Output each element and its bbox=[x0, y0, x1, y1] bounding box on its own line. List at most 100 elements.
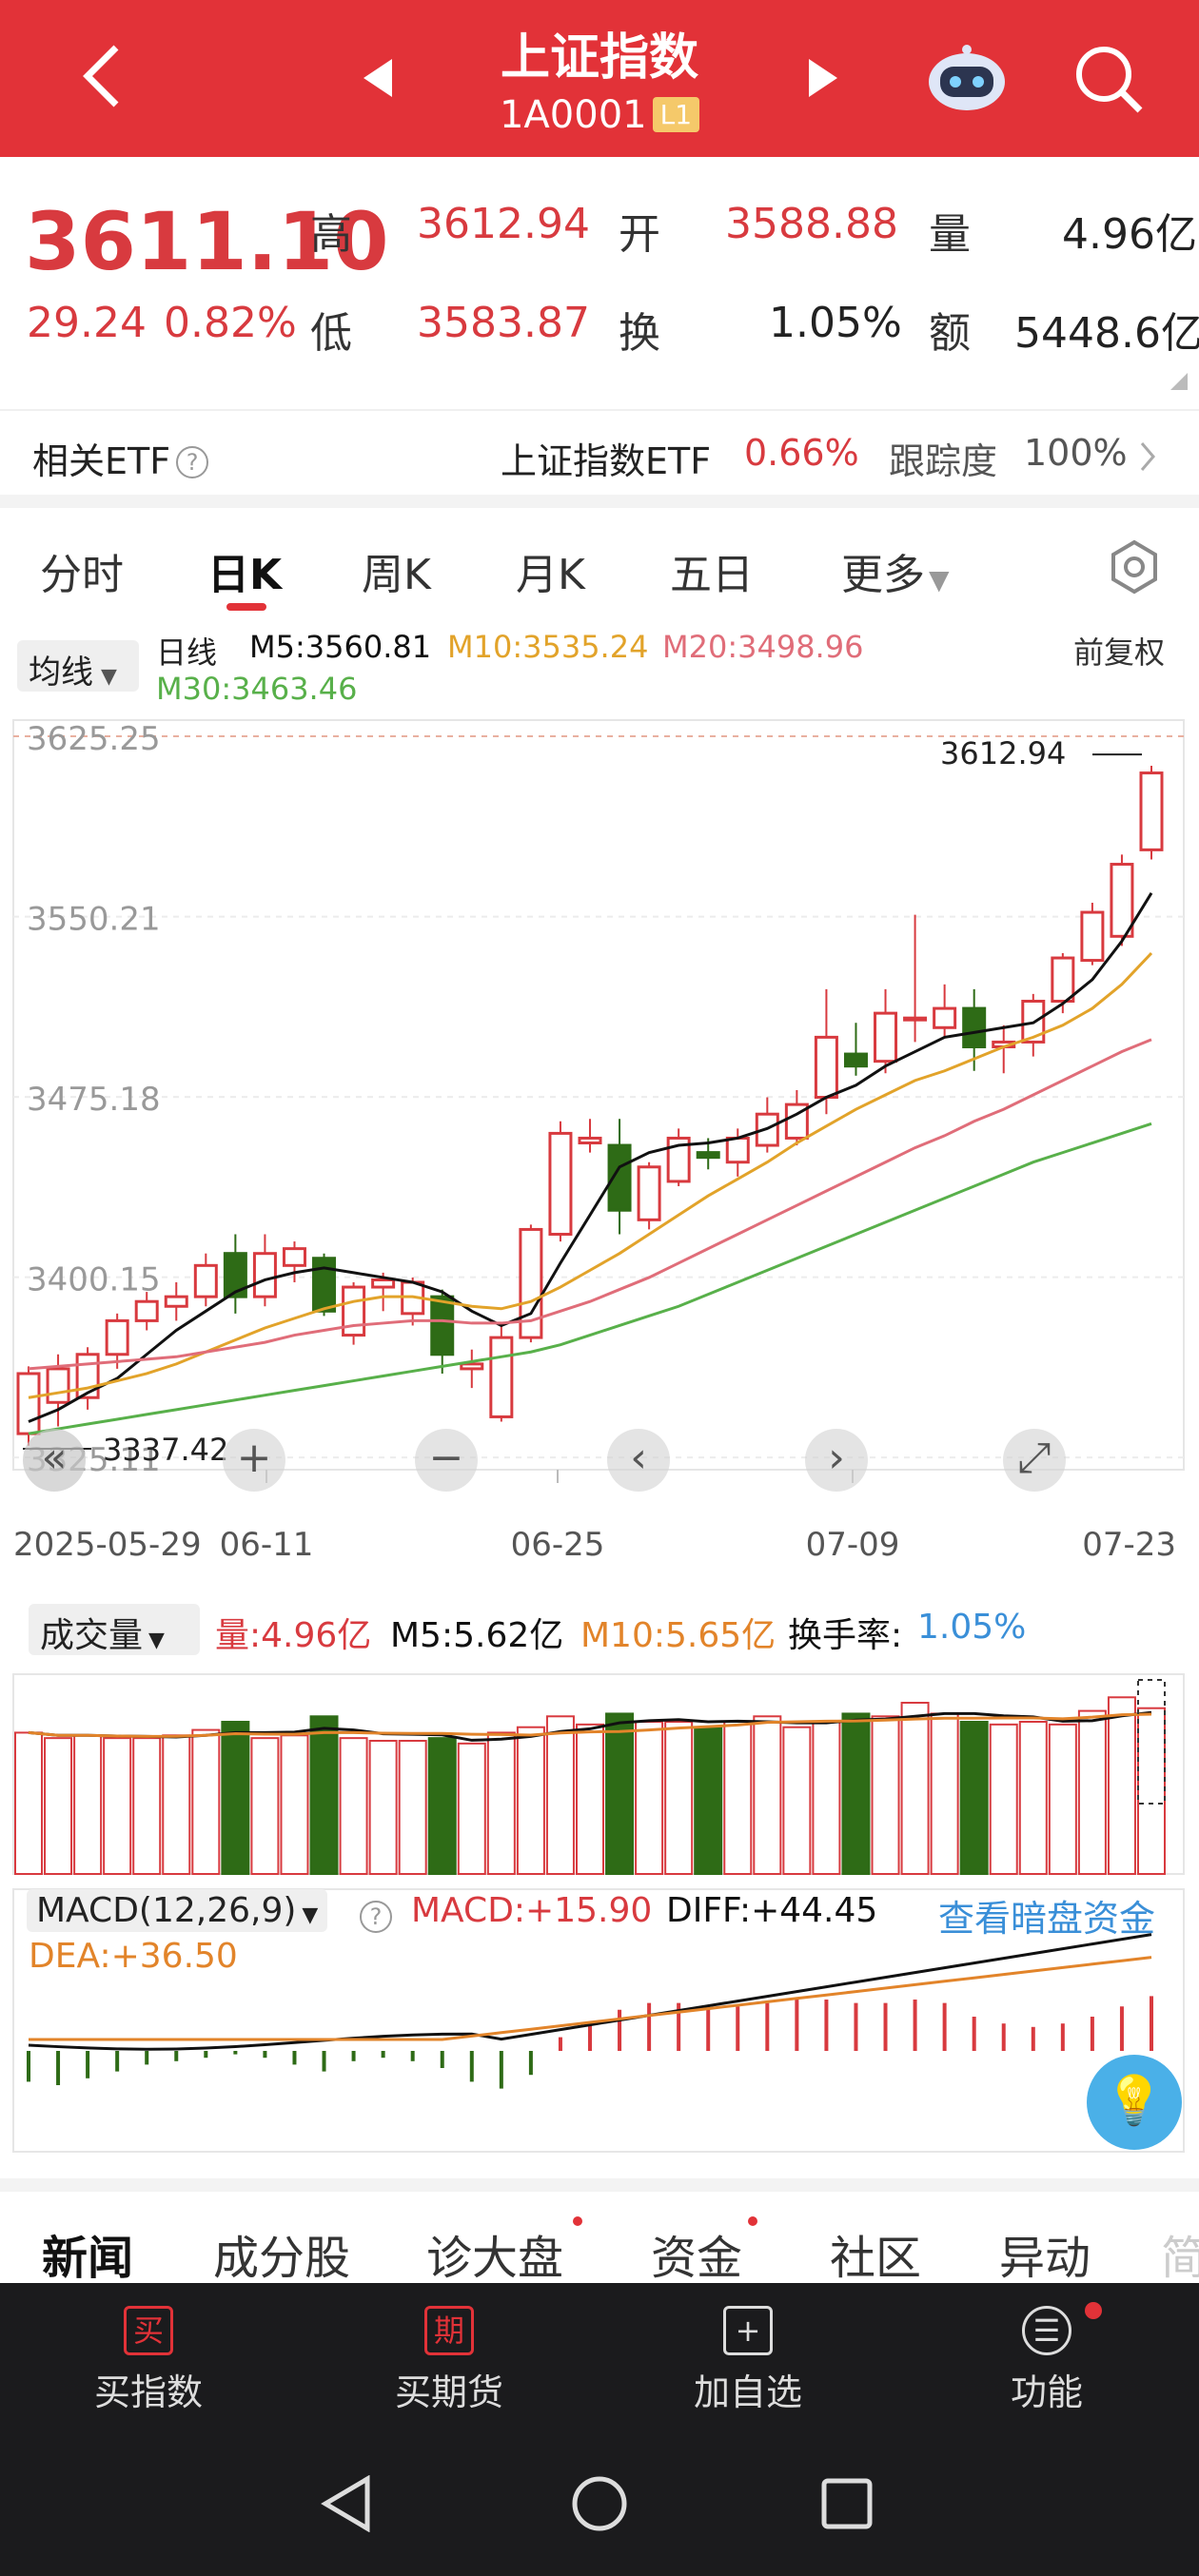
tab-monthly-k[interactable]: 月K bbox=[516, 551, 585, 599]
high-label: 高 bbox=[310, 210, 352, 259]
scroll-left-button[interactable]: ‹ bbox=[607, 1429, 670, 1492]
macd-value: MACD:+15.90 bbox=[411, 1891, 653, 1930]
search-icon[interactable] bbox=[1070, 40, 1146, 116]
help-icon[interactable]: ? bbox=[176, 446, 209, 478]
fullscreen-button[interactable]: ⤢ bbox=[1003, 1429, 1066, 1492]
candle-body bbox=[193, 1263, 218, 1298]
volume-bar bbox=[1077, 1709, 1107, 1876]
volume-bar bbox=[841, 1712, 871, 1875]
tab-five-day[interactable]: 五日 bbox=[670, 551, 754, 599]
nav-back-icon[interactable] bbox=[320, 2475, 373, 2532]
period-label: 日线 bbox=[156, 634, 218, 671]
tab-weekly-k[interactable]: 周K bbox=[362, 551, 431, 599]
low-label: 低 bbox=[310, 309, 352, 358]
tab-community[interactable]: 社区 bbox=[830, 2232, 922, 2285]
dark-pool-link[interactable]: 查看暗盘资金 bbox=[938, 1898, 1156, 1940]
candle-body bbox=[843, 1052, 868, 1068]
volume-bar bbox=[959, 1721, 989, 1875]
volume-bar bbox=[221, 1721, 250, 1875]
indicator-selector[interactable]: 均线 ▼ bbox=[17, 640, 139, 692]
candle-body bbox=[430, 1295, 455, 1356]
tab-intraday[interactable]: 分时 bbox=[40, 551, 124, 599]
dropdown-icon: ▼ bbox=[302, 1903, 319, 1927]
candlestick-chart[interactable]: 3625.253550.213475.183400.153325.113612.… bbox=[0, 709, 1199, 1603]
back-arrow-icon[interactable] bbox=[67, 38, 143, 114]
candle-body bbox=[342, 1285, 366, 1337]
tab-anomaly[interactable]: 异动 bbox=[999, 2232, 1091, 2285]
ai-assistant-icon[interactable] bbox=[925, 40, 1009, 116]
open-label: 开 bbox=[619, 210, 660, 259]
period-tabs: 分时 日K 周K 月K 五日 更多 ▼ bbox=[0, 533, 1199, 611]
tab-diagnosis[interactable]: 诊大盘 bbox=[426, 2232, 564, 2285]
candle-body bbox=[666, 1136, 691, 1183]
ma10-value: M10:3535.24 bbox=[447, 629, 649, 665]
volume-bar bbox=[576, 1723, 604, 1875]
buy-index-button[interactable]: 买 买指数 bbox=[44, 2306, 253, 2415]
turnover-rate-label: 换手率: bbox=[788, 1616, 903, 1655]
nav-recents-icon[interactable] bbox=[820, 2477, 874, 2530]
tab-funds[interactable]: 资金 bbox=[651, 2232, 743, 2285]
candle-body bbox=[607, 1143, 632, 1212]
settings-icon[interactable] bbox=[1106, 538, 1163, 595]
candle-body bbox=[1080, 910, 1105, 963]
turnover-label: 换 bbox=[619, 309, 660, 358]
related-etf-row[interactable]: 相关ETF? 上证指数ETF 0.66% 跟踪度 100% bbox=[0, 409, 1199, 495]
candle-body bbox=[637, 1165, 661, 1221]
zoom-out-button[interactable]: − bbox=[415, 1429, 478, 1492]
volume-macd-chart[interactable] bbox=[0, 1661, 1199, 2156]
tab-news[interactable]: 新闻 bbox=[42, 2232, 134, 2285]
previous-stock-icon[interactable] bbox=[362, 59, 394, 97]
buy-futures-button[interactable]: 期 买期货 bbox=[344, 2306, 554, 2415]
volume-selector[interactable]: 成交量 ▼ bbox=[29, 1604, 200, 1655]
add-watchlist-button[interactable]: + 加自选 bbox=[643, 2306, 853, 2415]
expand-corner-icon[interactable] bbox=[1170, 373, 1188, 390]
menu-icon: ☰ bbox=[1022, 2306, 1071, 2355]
nav-home-icon[interactable] bbox=[571, 2475, 628, 2532]
macd-help-icon[interactable]: ? bbox=[360, 1901, 392, 1933]
volume-current: 量:4.96亿 bbox=[215, 1616, 372, 1655]
dea-value: DEA:+36.50 bbox=[29, 1937, 238, 1976]
turnover-value: 1.05% bbox=[769, 299, 902, 347]
next-stock-icon[interactable] bbox=[807, 59, 839, 97]
ma-line-m10 bbox=[28, 951, 1153, 1399]
ma-legend: 均线 ▼ 日线 M5:3560.81 M10:3535.24 M20:3498.9… bbox=[0, 623, 1199, 709]
high-value: 3612.94 bbox=[417, 200, 590, 248]
tab-more[interactable]: 更多 ▼ bbox=[841, 551, 950, 599]
level-badge: L1 bbox=[652, 97, 700, 132]
functions-button[interactable]: ☰ 功能 bbox=[942, 2306, 1151, 2415]
buy-futures-label: 买期货 bbox=[394, 2371, 503, 2413]
candle-body bbox=[16, 1372, 41, 1435]
volume-bar bbox=[1107, 1696, 1136, 1875]
volume-bar bbox=[723, 1721, 753, 1875]
tab-daily-k[interactable]: 日K bbox=[207, 551, 283, 599]
y-tick-label: 3550.21 bbox=[27, 901, 161, 939]
candle-body bbox=[371, 1278, 396, 1289]
volume-bar bbox=[900, 1702, 930, 1875]
volume-m5: M5:5.62亿 bbox=[390, 1616, 564, 1655]
volume-bar bbox=[930, 1712, 959, 1875]
dropdown-icon: ▼ bbox=[148, 1629, 165, 1652]
active-tab-indicator bbox=[226, 603, 266, 611]
volume-bar bbox=[162, 1734, 191, 1875]
zoom-in-button[interactable]: + bbox=[223, 1429, 285, 1492]
volume-bar bbox=[73, 1734, 103, 1875]
page-title: 上证指数 bbox=[500, 29, 698, 87]
candle-body bbox=[696, 1151, 720, 1160]
macd-selector[interactable]: MACD(12,26,9) ▼ bbox=[27, 1889, 328, 1932]
etf-name: 上证指数ETF bbox=[501, 440, 712, 482]
candle-body bbox=[252, 1252, 277, 1298]
scroll-right-button[interactable]: › bbox=[805, 1429, 868, 1492]
x-tick-label: 07-23 bbox=[1082, 1526, 1176, 1564]
candle-body bbox=[282, 1247, 306, 1267]
candle-body bbox=[933, 1006, 957, 1029]
tab-components[interactable]: 成分股 bbox=[213, 2232, 351, 2285]
volume-bar bbox=[427, 1737, 457, 1876]
turnover-rate-value: 1.05% bbox=[917, 1608, 1027, 1647]
functions-label: 功能 bbox=[1010, 2371, 1083, 2413]
ma-line-m30 bbox=[28, 1122, 1152, 1435]
scroll-to-start-button[interactable]: « bbox=[23, 1429, 86, 1492]
amount-label: 额 bbox=[929, 309, 971, 358]
tips-bulb-icon[interactable]: 💡 bbox=[1087, 2055, 1182, 2150]
tab-overflow[interactable]: 简 bbox=[1161, 2232, 1199, 2285]
adjust-mode[interactable]: 前复权 bbox=[1073, 634, 1166, 671]
